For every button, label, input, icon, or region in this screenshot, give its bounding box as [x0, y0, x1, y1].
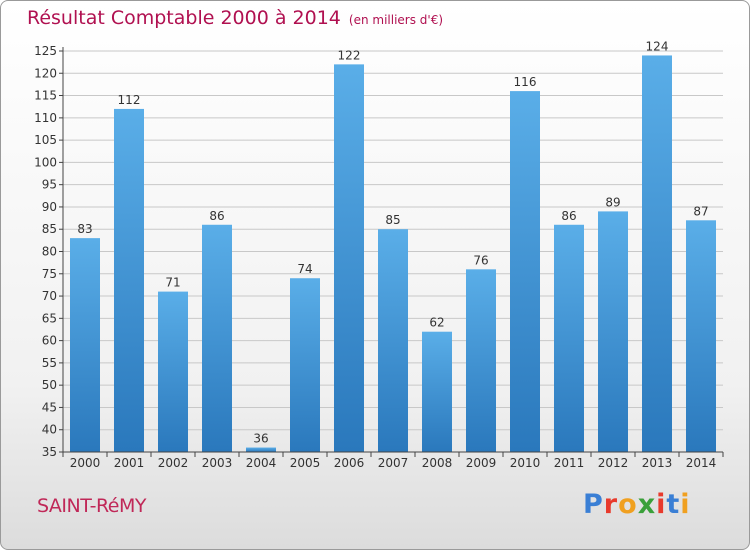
bar — [642, 55, 672, 452]
x-tick-label: 2003 — [202, 456, 233, 470]
labels: 35 40 45 50 55 60 65 70 75 80 85 90 95 100 105 110 115 12… — [34, 39, 716, 470]
y-tick-label: 80 — [42, 245, 57, 259]
x-tick-label: 2004 — [246, 456, 277, 470]
bar — [422, 331, 452, 452]
y-tick-label: 105 — [34, 133, 57, 147]
data-label: 112 — [118, 93, 141, 107]
x-tick-label: 2008 — [422, 456, 453, 470]
data-label: 76 — [473, 253, 488, 267]
bars — [70, 55, 716, 452]
y-tick-label: 95 — [42, 178, 57, 192]
x-tick-label: 2014 — [686, 456, 717, 470]
bar — [158, 291, 188, 452]
chart-unit-text: (en milliers d'€) — [348, 13, 444, 27]
bar — [466, 269, 496, 452]
bar — [114, 108, 144, 452]
bar — [598, 211, 628, 452]
y-tick-label: 75 — [42, 267, 57, 281]
bar — [554, 224, 584, 452]
bar — [334, 64, 364, 452]
x-tick-label: 2007 — [378, 456, 409, 470]
y-tick-label: 50 — [42, 378, 57, 392]
proxiti-logo: Proxiti — [583, 489, 691, 520]
data-label: 86 — [561, 209, 576, 223]
y-tick-label: 65 — [42, 311, 57, 325]
y-tick-label: 115 — [34, 89, 57, 103]
logo-letter: i — [656, 489, 667, 520]
y-tick-label: 90 — [42, 200, 57, 214]
data-label: 87 — [693, 204, 708, 218]
y-tick-label: 125 — [34, 44, 57, 58]
data-label: 36 — [253, 432, 268, 446]
bar — [686, 220, 716, 452]
y-tick-label: 60 — [42, 334, 57, 348]
bar — [246, 447, 276, 452]
logo-letter: r — [603, 489, 619, 520]
data-label: 116 — [514, 75, 537, 89]
axes — [59, 47, 724, 457]
y-tick-label: 70 — [42, 289, 57, 303]
x-tick-label: 2012 — [598, 456, 629, 470]
logo-letter: o — [618, 489, 638, 520]
x-tick-label: 2002 — [158, 456, 189, 470]
commune-name: SAINT-RéMY — [37, 495, 146, 517]
x-tick-label: 2010 — [510, 456, 541, 470]
y-tick-label: 110 — [34, 111, 57, 125]
data-label: 62 — [429, 316, 444, 330]
x-tick-label: 2000 — [70, 456, 101, 470]
y-tick-label: 85 — [42, 222, 57, 236]
data-label: 71 — [165, 276, 180, 290]
logo-letter: P — [583, 489, 604, 520]
x-tick-label: 2006 — [334, 456, 365, 470]
data-label: 124 — [646, 39, 669, 53]
logo-letter: x — [637, 489, 657, 520]
data-label: 86 — [209, 209, 224, 223]
chart-title: Résultat Comptable 2000 à 2014 (en millie… — [27, 7, 443, 29]
logo-letter: t — [666, 489, 681, 520]
x-tick-label: 2001 — [114, 456, 145, 470]
data-label: 85 — [385, 213, 400, 227]
data-label: 89 — [605, 195, 620, 209]
data-label: 74 — [297, 262, 312, 276]
logo-letter: i — [680, 489, 691, 520]
bar — [510, 91, 540, 452]
bar — [378, 229, 408, 452]
x-tick-label: 2009 — [466, 456, 497, 470]
bar — [70, 238, 100, 452]
x-tick-label: 2013 — [642, 456, 673, 470]
y-tick-label: 55 — [42, 356, 57, 370]
x-tick-label: 2005 — [290, 456, 321, 470]
y-tick-label: 45 — [42, 400, 57, 414]
data-label: 83 — [77, 222, 92, 236]
bar — [202, 224, 232, 452]
y-tick-label: 35 — [42, 445, 57, 459]
chart-title-text: Résultat Comptable 2000 à 2014 — [27, 7, 341, 29]
x-tick-label: 2011 — [554, 456, 585, 470]
y-tick-label: 120 — [34, 66, 57, 80]
bar — [290, 278, 320, 452]
y-tick-label: 40 — [42, 423, 57, 437]
y-tick-label: 100 — [34, 155, 57, 169]
data-label: 122 — [338, 48, 361, 62]
